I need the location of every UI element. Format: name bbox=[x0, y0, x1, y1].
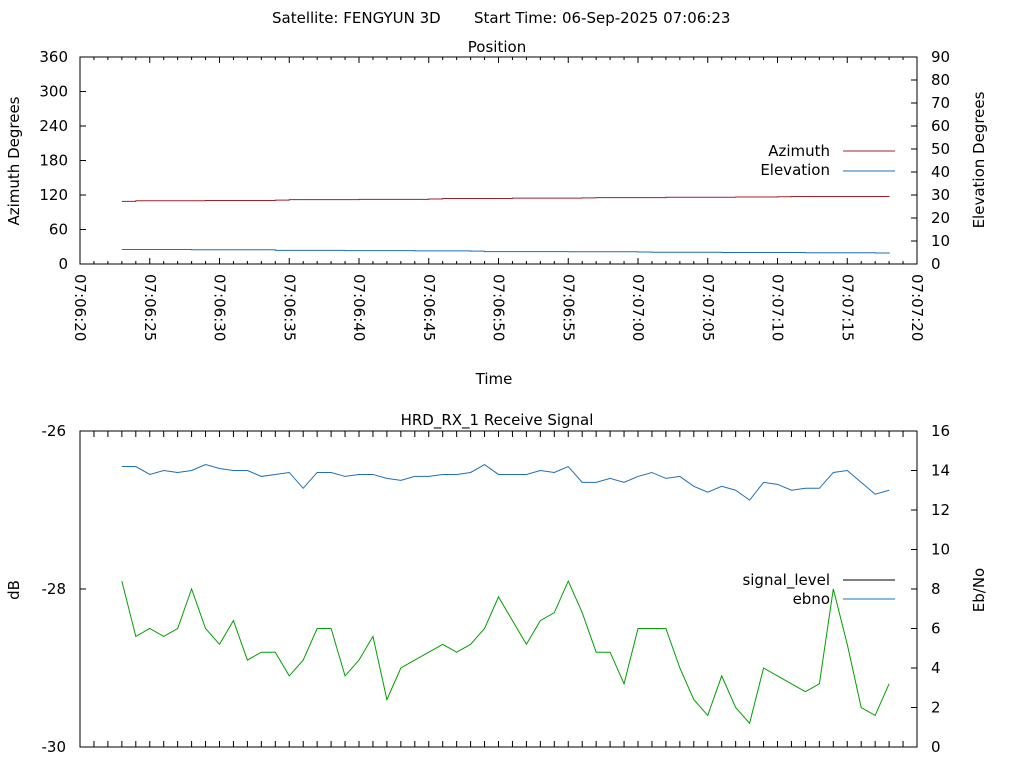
receive-signal-plot-frame bbox=[79, 430, 918, 748]
elevation-line bbox=[121, 249, 890, 254]
receive-signal-chart-title: HRD_RX_1 Receive Signal bbox=[401, 411, 594, 430]
legend-elevation-label: Elevation bbox=[760, 161, 830, 179]
position-x-tick-label: 07:07:15 bbox=[838, 274, 856, 341]
position-x-tick-label: 07:06:55 bbox=[559, 274, 577, 341]
receive-signal-y2-ticks: 0 2 4 6 8 10 12 14 16 bbox=[911, 422, 950, 756]
position-legend: Azimuth Elevation bbox=[760, 142, 895, 179]
position-x-tick-label: 07:06:30 bbox=[211, 274, 229, 341]
receive-signal-x-ticks bbox=[79, 431, 918, 747]
receive-signal-y2-tick-label: 16 bbox=[931, 422, 950, 440]
position-y-tick-label: 180 bbox=[39, 152, 68, 170]
position-y-tick-label: 240 bbox=[39, 117, 68, 135]
position-x-tick-label: 07:06:25 bbox=[141, 274, 159, 341]
position-x-tick-label: 07:06:45 bbox=[420, 274, 438, 341]
position-x-tick-label: 07:07:05 bbox=[699, 274, 717, 341]
position-y2-tick-label: 60 bbox=[931, 117, 950, 135]
receive-signal-series bbox=[121, 463, 890, 725]
position-y-ticks: 0 60 120 180 240 300 360 bbox=[39, 48, 86, 273]
position-chart: Position 07:06:20 07:06:25 07:06:30 07:06:3… bbox=[5, 38, 988, 388]
position-y2-tick-label: 30 bbox=[931, 186, 950, 204]
position-y-tick-label: 120 bbox=[39, 186, 68, 204]
position-x-tick-label: 07:06:50 bbox=[490, 274, 508, 341]
legend-ebno-label: ebno bbox=[793, 590, 830, 608]
position-x-tick-label: 07:06:20 bbox=[71, 274, 89, 341]
receive-signal-y2-tick-label: 0 bbox=[931, 738, 941, 756]
azimuth-line bbox=[121, 195, 890, 202]
receive-signal-y2-tick-label: 6 bbox=[931, 620, 941, 638]
receive-signal-y-ticks: -30 -28 -26 bbox=[42, 422, 86, 756]
receive-signal-y-tick-label: -30 bbox=[42, 738, 67, 756]
receive-signal-y2-tick-label: 12 bbox=[931, 501, 950, 519]
position-y-tick-label: 0 bbox=[58, 255, 68, 273]
receive-signal-y2-tick-label: 2 bbox=[931, 699, 941, 717]
legend-azimuth-label: Azimuth bbox=[768, 142, 830, 160]
receive-signal-y2-tick-label: 8 bbox=[931, 580, 941, 598]
position-x-tick-label: 07:06:40 bbox=[350, 274, 368, 341]
satellite-label: Satellite: FENGYUN 3D bbox=[272, 9, 441, 27]
position-chart-title: Position bbox=[468, 38, 526, 56]
position-y2-tick-label: 40 bbox=[931, 163, 950, 181]
position-y2-tick-label: 70 bbox=[931, 94, 950, 112]
receive-signal-legend: signal_level ebno bbox=[742, 571, 895, 608]
receive-signal-y-axis-label: dB bbox=[5, 580, 23, 600]
position-x-ticks: 07:06:20 07:06:25 07:06:30 07:06:35 07:06:40… bbox=[71, 57, 926, 341]
position-y-axis-label: Azimuth Degrees bbox=[5, 96, 23, 225]
position-y2-tick-label: 10 bbox=[931, 232, 950, 250]
receive-signal-chart: HRD_RX_1 Receive Signal -30 -28 -26 0 2 4 6 8 1… bbox=[5, 411, 988, 756]
start-time-label: Start Time: 06-Sep-2025 07:06:23 bbox=[474, 9, 730, 27]
signal-trace-line bbox=[121, 579, 890, 725]
receive-signal-y2-tick-label: 14 bbox=[931, 462, 950, 480]
position-y2-ticks: 0 10 20 30 40 50 60 70 80 90 bbox=[911, 48, 950, 273]
position-x-tick-label: 07:07:10 bbox=[769, 274, 787, 341]
receive-signal-y2-tick-label: 4 bbox=[931, 659, 941, 677]
position-y2-tick-label: 90 bbox=[931, 48, 950, 66]
position-x-axis-label: Time bbox=[475, 370, 513, 388]
receive-signal-y2-tick-label: 10 bbox=[931, 541, 950, 559]
position-x-tick-label: 07:07:20 bbox=[908, 274, 926, 341]
position-series bbox=[121, 195, 890, 254]
position-x-tick-label: 07:07:00 bbox=[629, 274, 647, 341]
receive-signal-y-tick-label: -28 bbox=[42, 580, 67, 598]
position-y2-axis-label: Elevation Degrees bbox=[970, 91, 988, 228]
position-y2-tick-label: 50 bbox=[931, 140, 950, 158]
position-y-tick-label: 60 bbox=[49, 221, 68, 239]
position-y2-tick-label: 20 bbox=[931, 209, 950, 227]
position-y-tick-label: 300 bbox=[39, 83, 68, 101]
legend-signal-level-label: signal_level bbox=[742, 571, 830, 590]
position-y-tick-label: 360 bbox=[39, 48, 68, 66]
ebno-line bbox=[121, 463, 890, 501]
receive-signal-y2-axis-label: Eb/No bbox=[970, 568, 988, 612]
position-y2-tick-label: 80 bbox=[931, 71, 950, 89]
position-x-tick-label: 07:06:35 bbox=[280, 274, 298, 341]
receive-signal-y-tick-label: -26 bbox=[42, 422, 67, 440]
position-y2-tick-label: 0 bbox=[931, 255, 941, 273]
